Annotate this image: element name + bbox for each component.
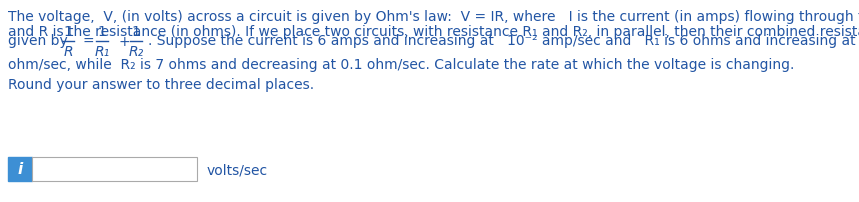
Text: R: R: [64, 45, 73, 59]
Text: . Suppose the current is 6 amps and increasing at   10⁻² amp/sec and   R₁ is 6 o: . Suppose the current is 6 amps and incr…: [148, 34, 859, 48]
Text: Round your answer to three decimal places.: Round your answer to three decimal place…: [8, 78, 314, 92]
Text: given by: given by: [8, 34, 68, 48]
Text: R₂: R₂: [128, 45, 143, 59]
Text: 1: 1: [64, 25, 72, 39]
Text: The voltage,  V, (in volts) across a circuit is given by Ohm's law:  V = IR, whe: The voltage, V, (in volts) across a circ…: [8, 10, 859, 24]
Text: 1: 1: [131, 25, 140, 39]
Text: ohm/sec, while  R₂ is 7 ohms and decreasing at 0.1 ohm/sec. Calculate the rate a: ohm/sec, while R₂ is 7 ohms and decreasi…: [8, 58, 795, 72]
Text: volts/sec: volts/sec: [207, 162, 268, 176]
Text: and R is the resistance (in ohms). If we place two circuits, with resistance R₁ : and R is the resistance (in ohms). If we…: [8, 25, 859, 39]
Text: +: +: [118, 35, 130, 49]
Text: 1: 1: [98, 25, 107, 39]
FancyBboxPatch shape: [8, 157, 32, 181]
Text: R₁: R₁: [94, 45, 110, 59]
FancyBboxPatch shape: [32, 157, 197, 181]
Text: i: i: [17, 162, 22, 177]
Text: =: =: [82, 35, 94, 49]
